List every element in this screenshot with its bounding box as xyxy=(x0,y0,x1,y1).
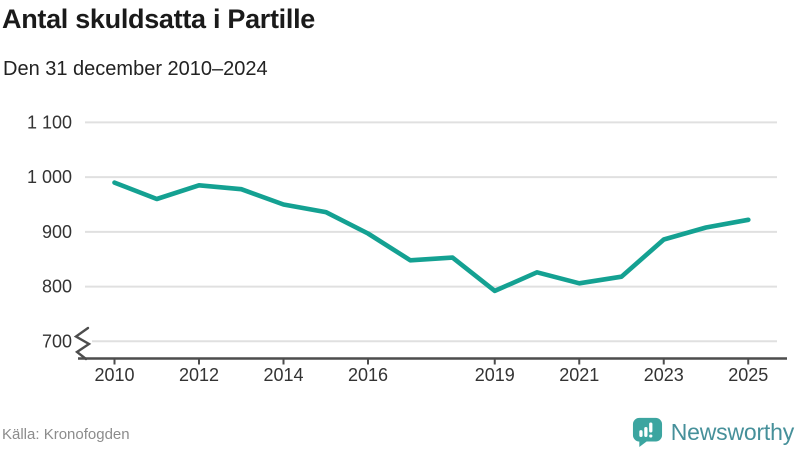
bar-chart-icon xyxy=(639,422,653,438)
x-tick-label: 2021 xyxy=(559,365,599,385)
y-tick-label: 900 xyxy=(42,222,72,242)
y-tick-label: 700 xyxy=(42,331,72,351)
x-axis xyxy=(78,357,787,365)
series-line xyxy=(112,180,751,294)
newsworthy-wordmark: Newsworthy xyxy=(670,418,794,445)
source-credit: Källa: Kronofogden xyxy=(2,426,130,443)
x-tick-label: 2012 xyxy=(179,365,219,385)
x-tick-label: 2025 xyxy=(728,365,768,385)
x-tick-label: 2023 xyxy=(644,365,684,385)
chart-subtitle: Den 31 december 2010–2024 xyxy=(3,58,268,80)
axis-break-zigzag xyxy=(73,326,92,361)
newsworthy-bubble-icon xyxy=(632,417,662,447)
chart-title: Antal skuldsatta i Partille xyxy=(2,4,315,34)
y-tick-label: 1 000 xyxy=(27,167,72,187)
newsworthy-logo[interactable]: Newsworthy xyxy=(632,417,794,447)
chart-footer: Källa: Kronofogden Newsworthy xyxy=(0,414,800,450)
y-tick-label: 800 xyxy=(42,277,72,297)
data-line xyxy=(112,180,751,294)
x-axis-labels: 2010 2012 2014 2016 2019 2021 2023 2025 xyxy=(94,365,768,385)
y-axis-break-icon xyxy=(73,326,92,361)
gridlines xyxy=(85,121,777,343)
x-tick-label: 2019 xyxy=(475,365,515,385)
y-tick-label: 1 100 xyxy=(27,112,72,132)
x-tick-label: 2016 xyxy=(348,365,388,385)
y-axis-labels: 1 100 1 000 900 800 700 xyxy=(27,112,72,351)
x-tick-label: 2010 xyxy=(94,365,134,385)
x-tick-label: 2014 xyxy=(263,365,303,385)
